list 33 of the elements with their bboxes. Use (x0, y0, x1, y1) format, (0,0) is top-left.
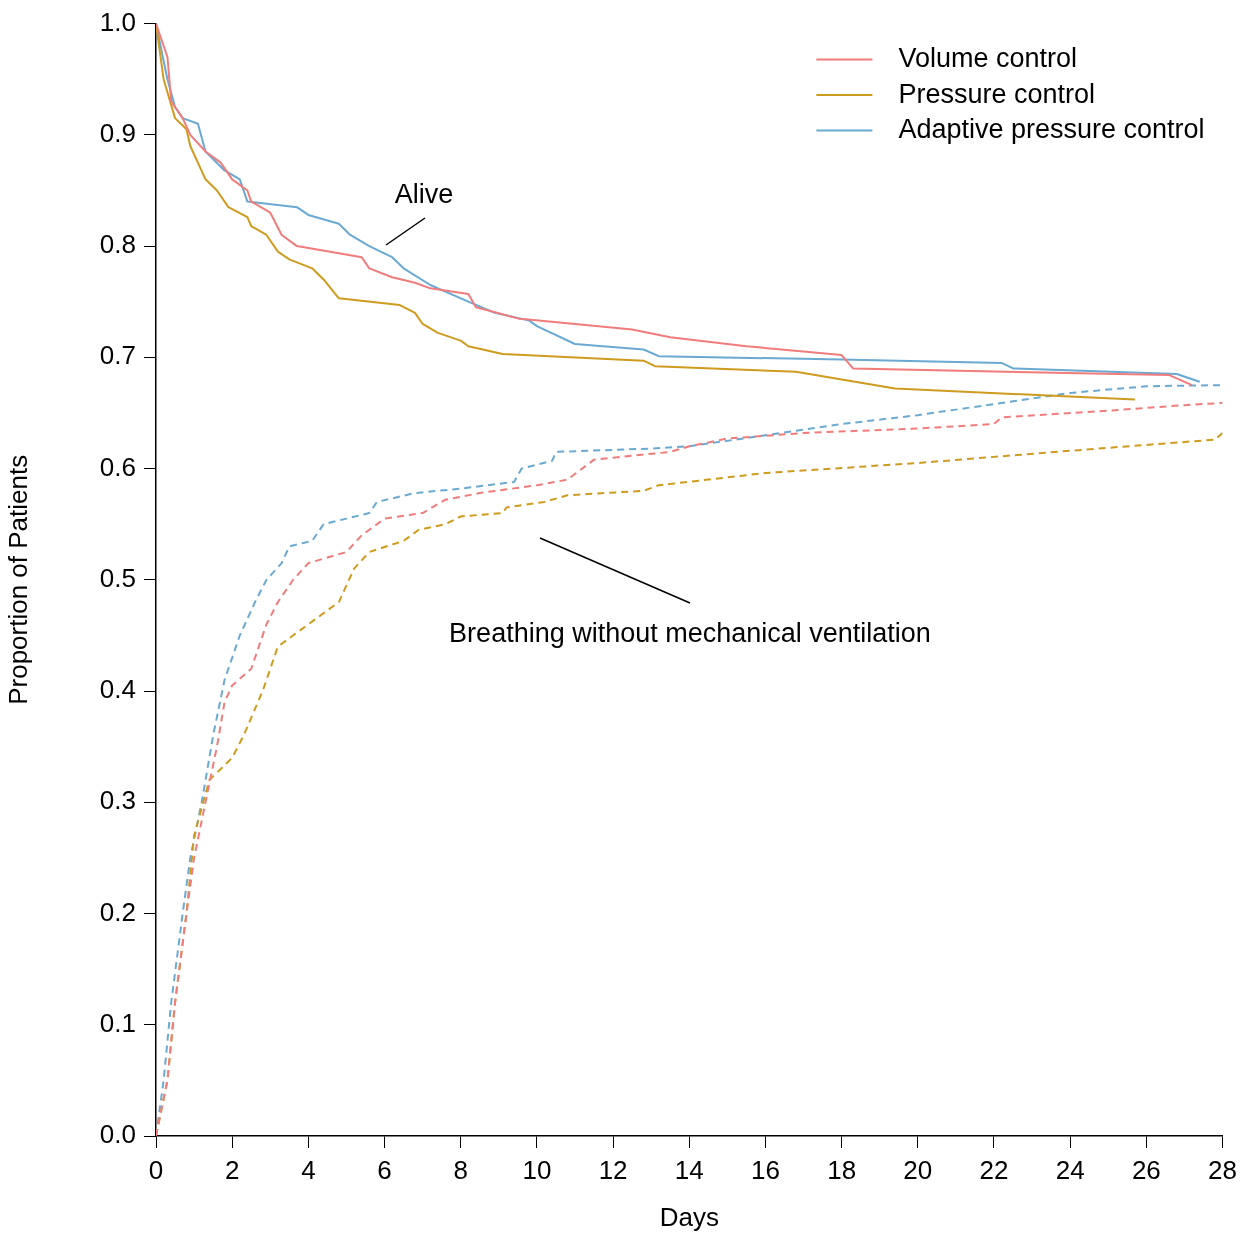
y-tick-label: 0.6 (99, 451, 136, 482)
y-tick-label: 0.3 (99, 785, 136, 816)
annotation: Alive (394, 179, 454, 210)
y-tick-label: 0.4 (99, 674, 136, 705)
y-tick-label: 0.2 (99, 896, 136, 927)
y-tick-label: 0.1 (99, 1007, 136, 1038)
x-tick-label: 4 (301, 1154, 316, 1185)
x-tick-label: 2 (224, 1154, 240, 1185)
y-tick-label: 0.7 (99, 340, 136, 371)
y-axis-title: Proportion of Patients (2, 454, 33, 705)
x-tick-label: 10 (522, 1154, 552, 1185)
x-tick-label: 16 (750, 1154, 780, 1185)
x-tick-label: 22 (979, 1154, 1009, 1185)
x-tick-label: 26 (1131, 1154, 1161, 1185)
x-tick-label: 14 (674, 1154, 704, 1185)
y-tick-label: 1.0 (99, 6, 136, 37)
legend-label: Pressure control (898, 78, 1095, 109)
x-axis-title: Days (659, 1201, 719, 1232)
y-tick-label: 0.9 (99, 118, 136, 149)
x-tick-label: 6 (377, 1154, 392, 1185)
y-tick-label: 0.0 (99, 1119, 136, 1150)
annotation: Breathing without mechanical ventilation (449, 618, 931, 649)
x-tick-label: 28 (1208, 1154, 1237, 1185)
x-tick-label: 20 (903, 1154, 933, 1185)
x-tick-label: 12 (598, 1154, 628, 1185)
x-tick-label: 8 (453, 1154, 468, 1185)
x-tick-label: 0 (148, 1154, 164, 1185)
legend-label: Volume control (898, 43, 1077, 74)
legend-label: Adaptive pressure control (898, 114, 1205, 145)
x-tick-label: 24 (1055, 1154, 1085, 1185)
y-tick-label: 0.5 (99, 562, 136, 593)
y-tick-label: 0.8 (99, 229, 136, 260)
x-tick-label: 18 (827, 1154, 857, 1185)
